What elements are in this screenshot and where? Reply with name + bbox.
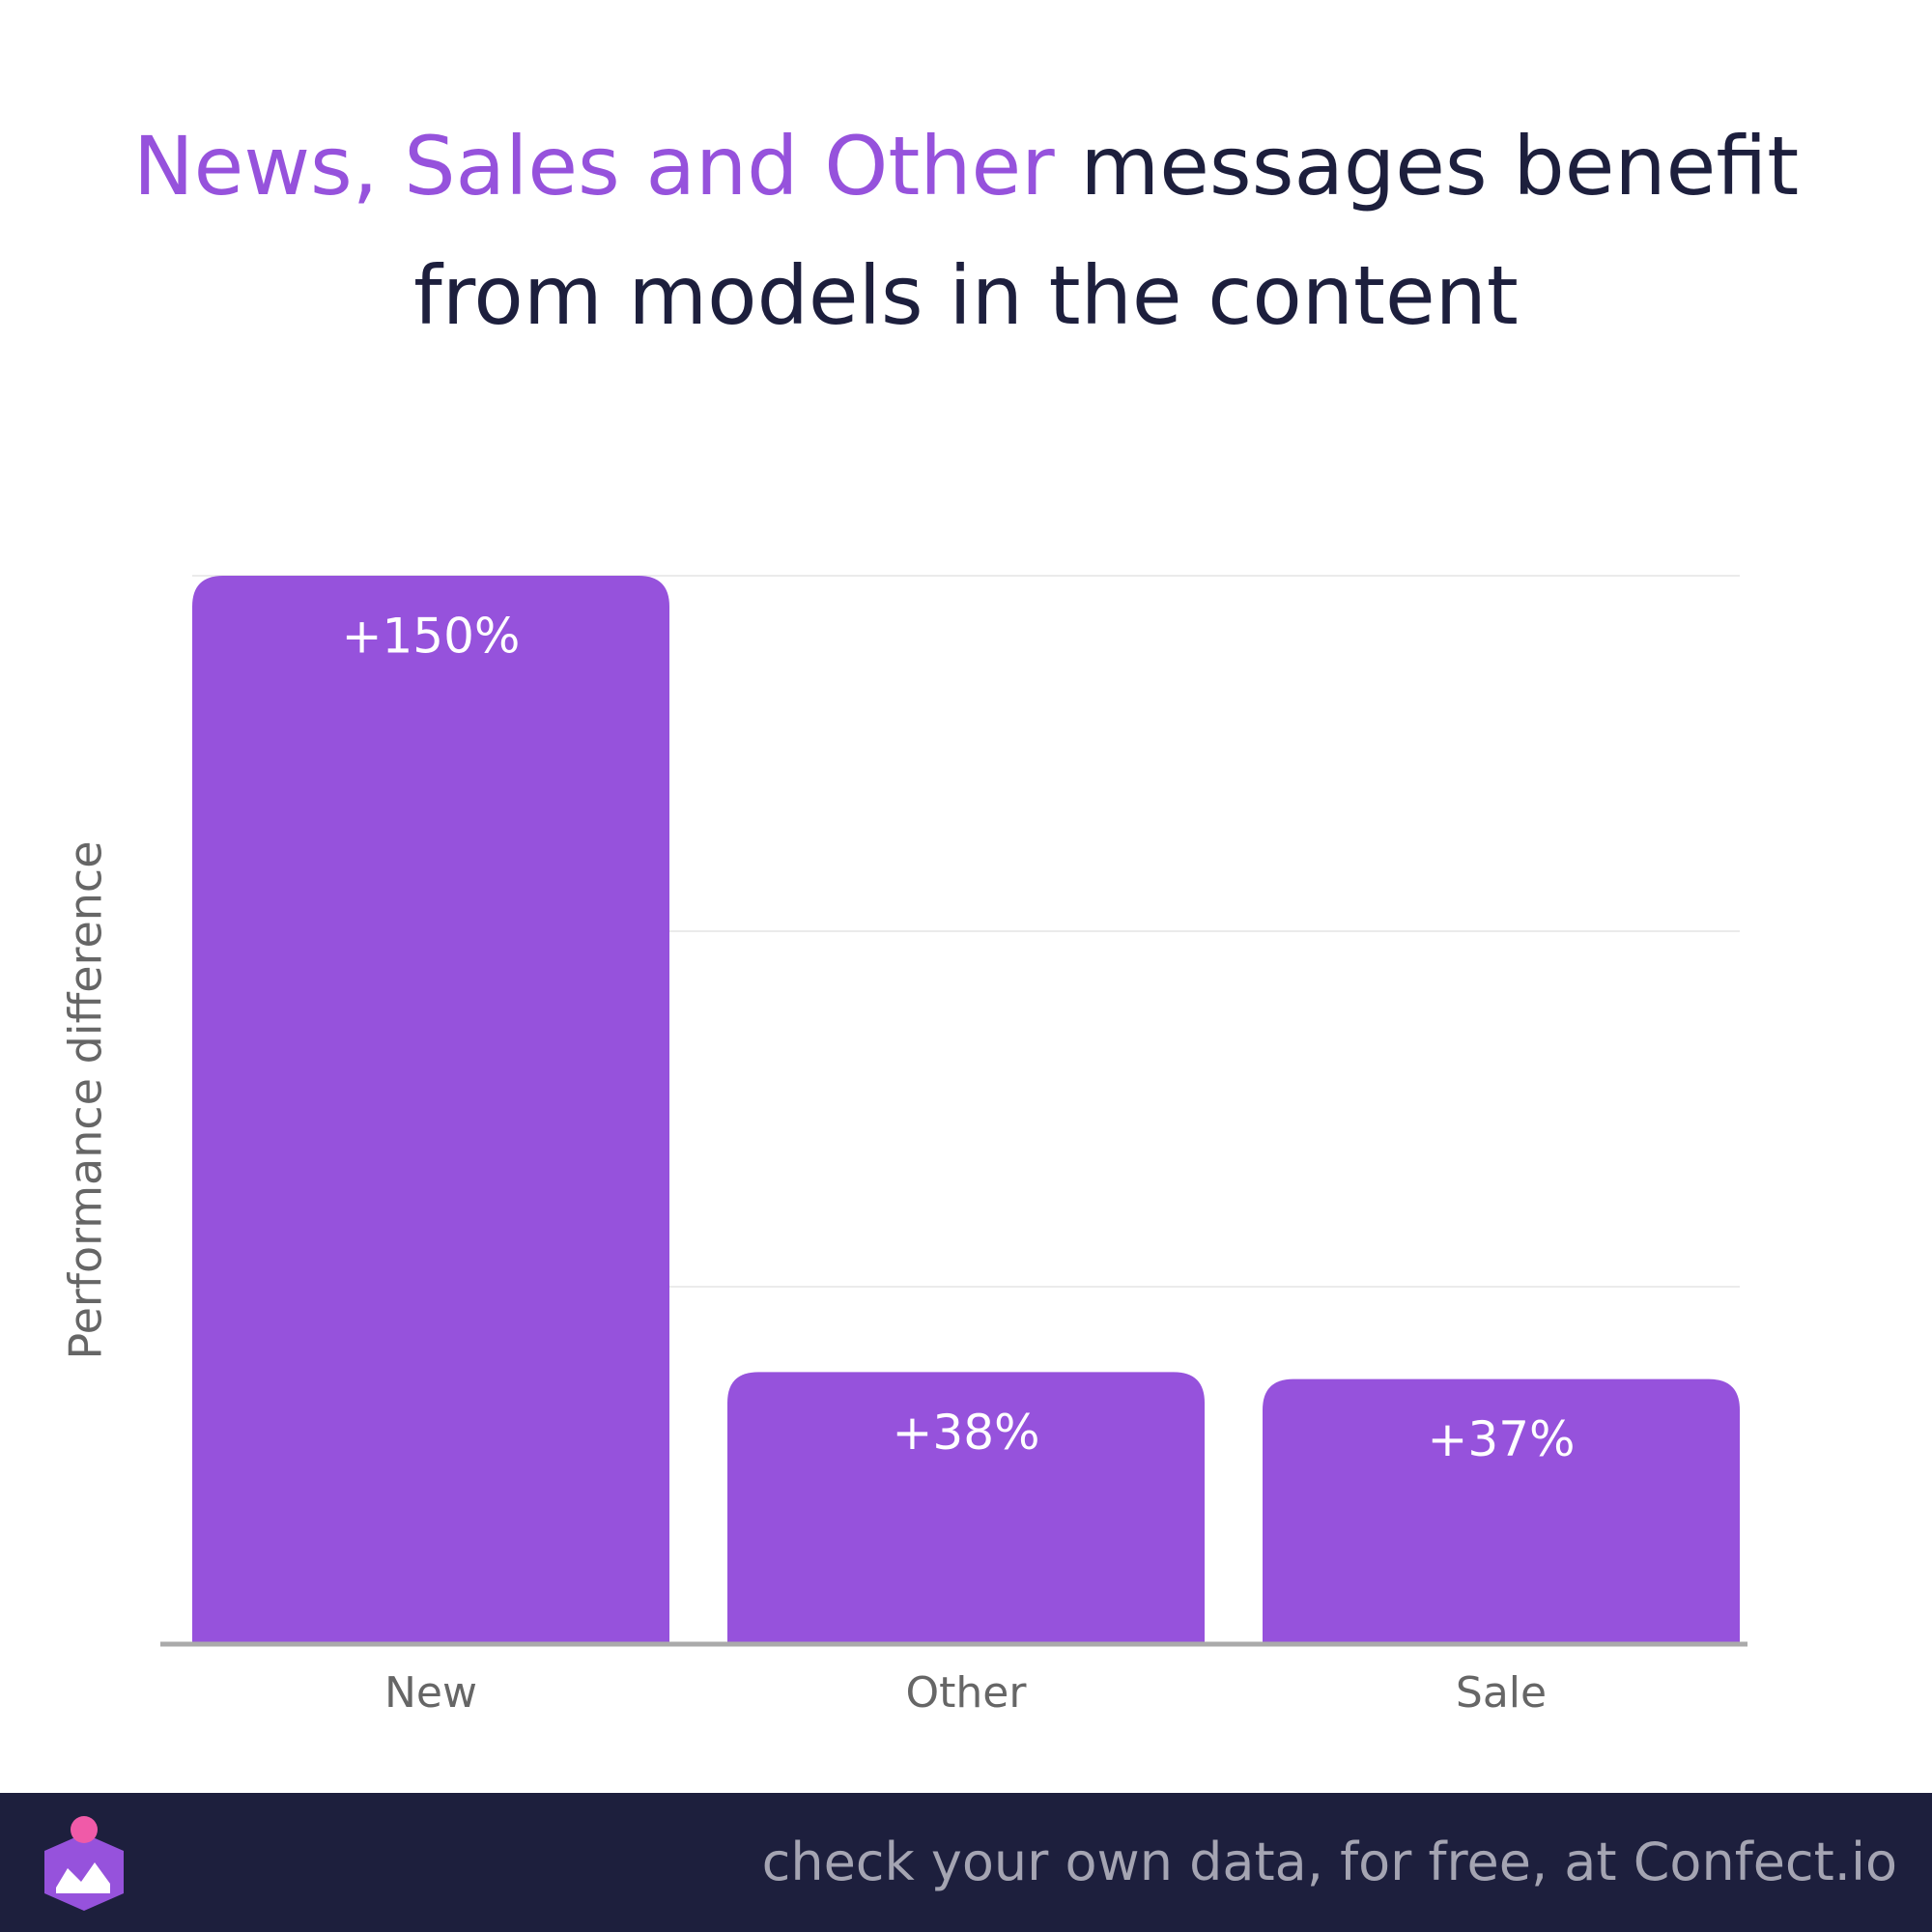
logo-shape xyxy=(44,1833,124,1911)
bar xyxy=(192,576,669,1642)
logo-mark xyxy=(56,1862,110,1893)
footer: check your own data, for free, at Confec… xyxy=(0,1793,1932,1932)
logo xyxy=(44,1816,124,1911)
value-label: +38% xyxy=(892,1405,1039,1461)
x-tick-label: New xyxy=(384,1668,477,1718)
bar xyxy=(1263,1378,1740,1642)
value-label: +150% xyxy=(342,609,521,665)
bar xyxy=(727,1372,1205,1642)
y-axis-label: Performance difference xyxy=(60,840,112,1359)
x-tick-label: Other xyxy=(906,1668,1028,1718)
title-rest: messages benefit from models in the cont… xyxy=(413,119,1800,343)
chart-title: News, Sales and Other messages benefit f… xyxy=(39,101,1893,360)
x-tick-label: Sale xyxy=(1456,1668,1547,1718)
title-highlight: News, Sales and Other xyxy=(132,119,1055,213)
chart: Performance difference +150% New +38% Other… xyxy=(60,575,1747,1718)
footer-text: check your own data, for free, at Confec… xyxy=(761,1832,1897,1892)
logo-dot xyxy=(71,1816,98,1843)
value-label: +37% xyxy=(1427,1411,1575,1467)
